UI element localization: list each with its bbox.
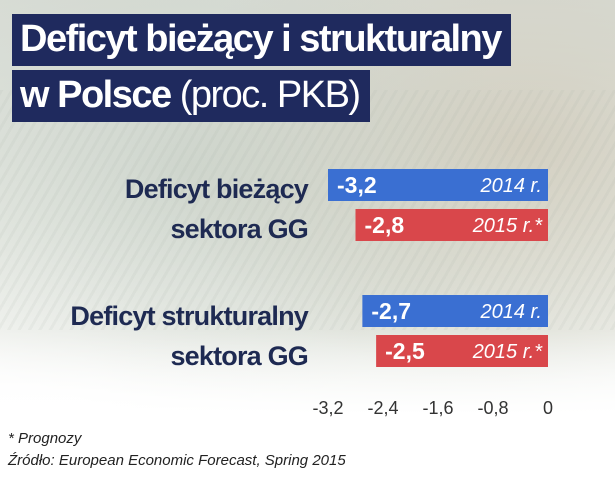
x-tick-label: -2,4: [367, 398, 398, 418]
forecast-footnote: * Prognozy: [8, 430, 82, 447]
bar-series-label: 2014 r.: [479, 175, 542, 197]
bar-structural-2014: [362, 295, 548, 327]
x-tick-label: -1,6: [422, 398, 453, 418]
bar-current-2015: [355, 209, 548, 241]
bar-current-2014: [328, 169, 548, 201]
bar-value-label: -2,5: [385, 338, 425, 364]
bar-value-label: -3,2: [337, 172, 377, 198]
x-tick-label: -3,2: [312, 398, 343, 418]
bar-series-label: 2015 r.*: [472, 215, 544, 237]
bar-value-label: -2,8: [365, 212, 405, 238]
category-label-current-line-2: sektora GG: [170, 214, 308, 244]
chart-title-unit: (proc. PKB): [170, 74, 361, 116]
chart-title-line-1: Deficyt bieżący i strukturalny: [12, 14, 511, 66]
bar-series-label: 2015 r.*: [472, 341, 544, 363]
category-label-structural-line-1: Deficyt strukturalny: [70, 301, 308, 331]
bar-structural-2015: [376, 335, 548, 367]
source-footnote: Źródło: European Economic Forecast, Spri…: [8, 452, 346, 469]
x-tick-label: -0,8: [477, 398, 508, 418]
bar-series-label: 2014 r.: [479, 301, 542, 323]
bar-value-label: -2,7: [371, 298, 411, 324]
category-label-structural-line-2: sektora GG: [170, 341, 308, 371]
chart-title-text: Deficyt bieżący i strukturalny: [20, 18, 502, 60]
category-label-current-line-1: Deficyt bieżący: [124, 174, 309, 204]
chart-title-line-2: w Polsce (proc. PKB): [12, 70, 370, 122]
x-tick-label: 0: [543, 398, 553, 418]
chart-title-location: w Polsce: [20, 74, 172, 116]
